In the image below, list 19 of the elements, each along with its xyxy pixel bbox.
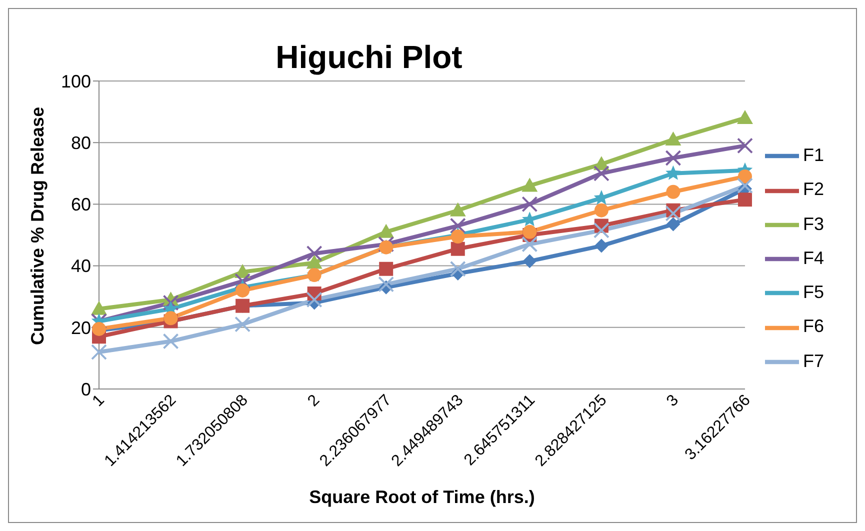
legend-label: F1 <box>802 145 824 166</box>
legend-label: F4 <box>802 248 824 268</box>
legend-label: F3 <box>802 214 824 234</box>
y-tick-label: 80 <box>70 132 91 153</box>
y-tick-label: 100 <box>60 71 91 92</box>
y-tick-label: 60 <box>70 194 91 215</box>
y-axis-title: Cumulative % Drug Release <box>27 106 48 345</box>
legend-label: F6 <box>802 316 824 336</box>
y-tick-label: 40 <box>70 256 91 276</box>
x-tick-label: 2 <box>304 392 324 410</box>
y-tick-label: 0 <box>80 379 91 400</box>
y-tick-label: 20 <box>70 318 91 338</box>
x-tick-label: 3 <box>664 392 682 410</box>
x-tick-label: 1 <box>90 392 108 410</box>
legend-label: F2 <box>802 179 824 200</box>
chart-title: Higuchi Plot <box>276 39 462 75</box>
legend-label: F7 <box>802 350 824 371</box>
x-axis-title: Square Root of Time (hrs.) <box>309 487 535 507</box>
legend-label: F5 <box>802 282 824 302</box>
